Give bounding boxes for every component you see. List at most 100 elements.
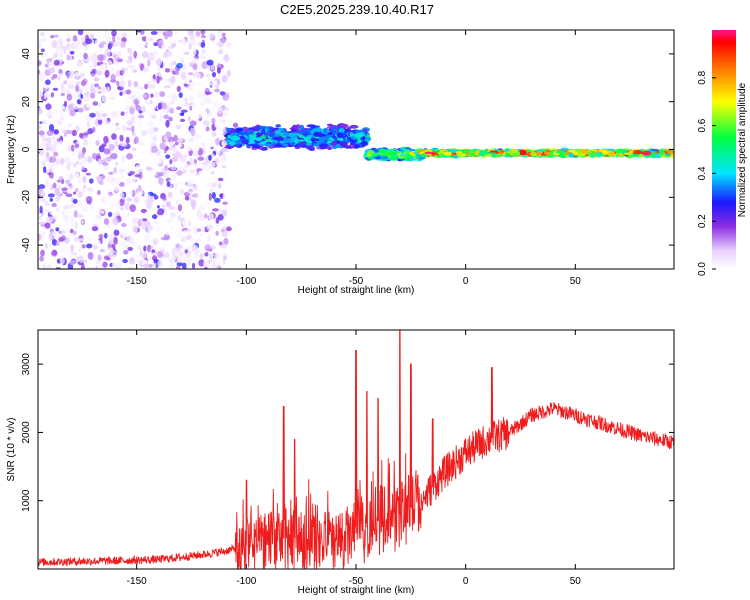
heatmap-cell [197, 156, 204, 161]
heatmap-cell [99, 248, 106, 253]
heatmap-cell [189, 61, 194, 66]
heatmap-cell [326, 123, 333, 127]
heatmap-cell [106, 175, 114, 183]
heatmap-cell [143, 66, 149, 73]
heatmap-cell [216, 67, 221, 74]
heatmap-cell [291, 141, 296, 145]
heatmap-cell [82, 175, 87, 184]
heatmap-cell [195, 37, 201, 42]
heatmap-cell [199, 232, 205, 238]
heatmap-cell [248, 127, 253, 131]
heatmap-cell [208, 213, 214, 220]
heatmap-cell [40, 54, 47, 58]
heatmap-cell [180, 118, 186, 122]
heatmap-cell [193, 57, 199, 64]
x-tick-label: 50 [570, 276, 582, 287]
heatmap-cell [69, 184, 74, 189]
heatmap-cell [129, 51, 135, 56]
heatmap-cell [174, 141, 179, 146]
x-tick-label: -50 [349, 276, 364, 287]
heatmap-cell [189, 237, 195, 242]
heatmap-cell [103, 30, 109, 38]
heatmap-cell [83, 96, 88, 100]
heatmap-cell [65, 138, 69, 145]
heatmap-cell [163, 174, 169, 178]
heatmap-cell [195, 72, 201, 80]
heatmap-cell [177, 204, 183, 212]
heatmap-cell [96, 54, 104, 62]
heatmap-cell [155, 187, 159, 194]
heatmap-cell [76, 99, 81, 105]
heatmap-cell [77, 191, 83, 198]
heatmap-cell [89, 203, 94, 211]
heatmap-cell [129, 170, 136, 175]
heatmap-cell [632, 150, 642, 155]
heatmap-cell [38, 184, 46, 190]
spectrogram-heatmap [38, 30, 674, 269]
heatmap-cell [96, 112, 103, 121]
heatmap-cell [138, 110, 143, 114]
heatmap-cell [38, 142, 41, 147]
heatmap-cell [208, 253, 215, 257]
heatmap-cell [104, 49, 111, 58]
heatmap-cell [109, 247, 114, 256]
heatmap-cell [74, 150, 79, 155]
heatmap-cell [344, 128, 352, 132]
heatmap-cell [69, 51, 75, 55]
heatmap-cell [353, 145, 360, 148]
heatmap-cell [121, 32, 127, 38]
heatmap-cell [102, 237, 108, 245]
heatmap-cell [208, 107, 215, 111]
heatmap-cell [205, 96, 212, 105]
heatmap-cell [182, 230, 189, 238]
heatmap-cell [200, 30, 206, 35]
heatmap-cell [61, 235, 66, 242]
heatmap-cell [131, 125, 135, 133]
colorbar-tick-label: 0.0 [697, 262, 708, 276]
heatmap-cell [225, 42, 232, 48]
heatmap-cell [385, 149, 395, 153]
heatmap-cell [218, 177, 224, 182]
heatmap-cell [40, 48, 45, 53]
heatmap-cell [204, 165, 211, 172]
heatmap-cell [113, 236, 118, 245]
heatmap-cell [109, 103, 115, 110]
x-axis-label: Height of straight line (km) [298, 585, 415, 596]
heatmap-cell [128, 65, 135, 69]
heatmap-cell [183, 51, 190, 55]
heatmap-cell [136, 105, 142, 112]
heatmap-cell [198, 112, 202, 120]
heatmap-cell [122, 258, 128, 264]
heatmap-cell [358, 132, 365, 137]
heatmap-cell [135, 164, 141, 171]
heatmap-cell [75, 188, 79, 193]
heatmap-cell [449, 148, 457, 153]
heatmap-cell [192, 63, 198, 71]
heatmap-cell [64, 157, 71, 162]
heatmap-cell [121, 69, 125, 75]
heatmap-cell [189, 169, 195, 174]
heatmap-cell [59, 257, 65, 265]
heatmap-cell [95, 260, 101, 265]
heatmap-cell [111, 262, 117, 268]
heatmap-cell [57, 76, 61, 80]
heatmap-cell [82, 259, 88, 264]
heatmap-cell [171, 156, 179, 163]
heatmap-cell [221, 86, 228, 92]
heatmap-cell [323, 130, 328, 134]
heatmap-cell [135, 30, 142, 33]
heatmap-cell [274, 134, 280, 138]
heatmap-cell [176, 106, 182, 110]
heatmap-cell [177, 214, 182, 222]
heatmap-cell [120, 76, 124, 82]
heatmap-cell [149, 126, 157, 134]
heatmap-cell [142, 223, 148, 231]
heatmap-cell [172, 60, 177, 66]
heatmap-cell [126, 127, 131, 131]
heatmap-cell [83, 139, 89, 147]
heatmap-cell [86, 236, 94, 242]
heatmap-cell [176, 261, 183, 267]
heatmap-cell [103, 218, 109, 225]
heatmap-cell [101, 143, 107, 148]
heatmap-cell [118, 182, 125, 187]
